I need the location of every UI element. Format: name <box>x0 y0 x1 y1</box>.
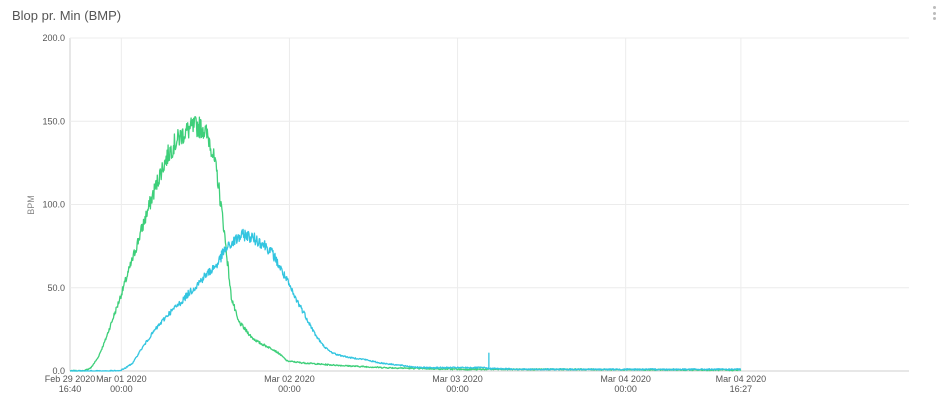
series-layer <box>69 116 742 372</box>
grid-lines <box>69 37 909 372</box>
series-line <box>69 116 742 372</box>
x-tick-sublabel: 00:00 <box>614 384 637 394</box>
x-tick-label: Mar 01 2020 <box>96 374 147 384</box>
x-tick-sublabel: 00:00 <box>278 384 301 394</box>
x-tick-label: Mar 04 2020 <box>600 374 651 384</box>
series-line <box>69 228 741 372</box>
menu-dot <box>932 11 936 15</box>
y-tick-label: 50.0 <box>47 283 65 293</box>
panel-title: Blop pr. Min (BMP) <box>12 8 122 23</box>
y-axis: 0.0 50.0 100.0 150.0 200.0 <box>42 33 65 376</box>
x-tick-sublabel: 00:00 <box>110 384 133 394</box>
menu-dot <box>932 17 936 20</box>
y-tick-label: 200.0 <box>42 33 65 43</box>
y-tick-label: 100.0 <box>42 200 65 210</box>
x-tick-label: Feb 29 2020 <box>45 374 96 384</box>
x-tick-label: Mar 02 2020 <box>264 374 315 384</box>
y-axis-title: BPM <box>26 195 36 215</box>
x-tick-sublabel: 00:00 <box>446 384 469 394</box>
menu-dot <box>932 6 936 9</box>
y-tick-label: 0.0 <box>52 366 65 376</box>
panel-menu-icon[interactable] <box>931 6 937 20</box>
y-tick-label: 150.0 <box>42 116 65 126</box>
x-tick-label: Mar 04 2020 <box>716 374 767 384</box>
x-tick-sublabel: 16:40 <box>59 384 82 394</box>
x-tick-label: Mar 03 2020 <box>432 374 483 384</box>
x-tick-sublabel: 16:27 <box>730 384 753 394</box>
